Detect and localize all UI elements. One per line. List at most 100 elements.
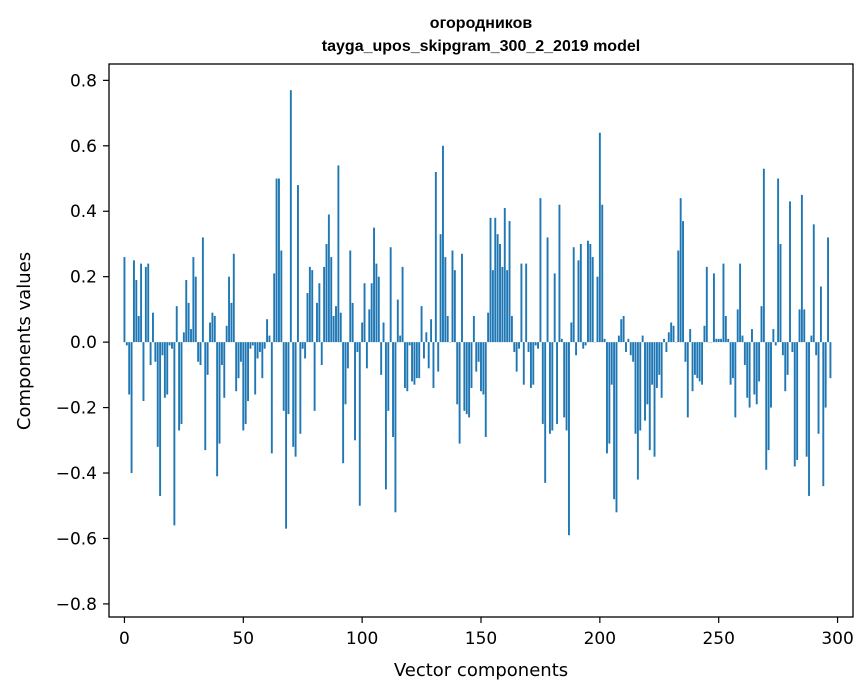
y-tick-label: −0.6: [56, 529, 97, 549]
bar-78: [308, 266, 311, 343]
bar-159: [501, 266, 504, 343]
bar-201: [601, 204, 604, 343]
bar-54: [251, 342, 254, 346]
x-tick-label: 100: [346, 629, 378, 649]
bar-183: [558, 204, 561, 343]
bar-19: [168, 342, 171, 346]
bar-34: [204, 342, 207, 451]
bar-86: [327, 214, 330, 343]
bar-126: [423, 342, 425, 359]
bar-258: [736, 309, 739, 343]
bar-83: [320, 342, 323, 366]
bar-158: [499, 243, 501, 343]
bar-27: [187, 302, 190, 343]
bar-184: [560, 338, 563, 343]
bar-95: [349, 250, 352, 343]
bar-194: [584, 342, 587, 346]
bar-281: [791, 342, 794, 352]
bar-211: [625, 342, 627, 352]
bar-193: [582, 342, 585, 349]
bar-189: [572, 247, 575, 343]
bar-243: [701, 342, 704, 385]
bar-278: [784, 342, 787, 392]
bar-222: [651, 342, 654, 385]
bar-75: [301, 342, 304, 349]
bar-81: [316, 302, 318, 343]
bar-6: [137, 315, 140, 343]
bar-108: [380, 342, 383, 375]
chart-title: огородников: [430, 15, 533, 32]
bar-286: [803, 309, 806, 343]
bar-61: [268, 335, 271, 343]
bar-219: [644, 342, 646, 421]
bar-228: [665, 342, 668, 352]
bar-292: [817, 342, 820, 434]
bar-92: [342, 342, 345, 464]
bar-90: [337, 165, 340, 343]
bar-285: [800, 194, 803, 343]
plot-frame: [108, 63, 854, 618]
bar-88: [332, 315, 335, 343]
bar-224: [655, 342, 658, 388]
bar-220: [646, 342, 649, 405]
bar-50: [242, 342, 245, 431]
bar-259: [739, 263, 742, 343]
bar-212: [627, 338, 630, 343]
bar-290: [812, 224, 815, 343]
bar-28: [190, 329, 192, 343]
bar-272: [770, 342, 772, 408]
bar-261: [743, 342, 746, 366]
bar-24: [180, 342, 183, 424]
bar-208: [617, 335, 620, 343]
bar-43: [225, 325, 228, 343]
x-axis-label: Vector components: [394, 660, 568, 681]
bar-277: [781, 342, 784, 356]
bar-41: [220, 342, 223, 366]
bar-98: [356, 342, 359, 352]
bar-279: [786, 342, 789, 375]
bar-154: [489, 217, 492, 343]
bar-200: [598, 132, 601, 343]
bar-60: [266, 319, 269, 343]
bar-140: [456, 342, 459, 405]
bar-115: [396, 299, 399, 343]
bar-109: [382, 322, 385, 343]
bar-181: [553, 273, 556, 343]
ticks-group: 0 50 100 150 200 250 300 −0.8 −0.6 −0.4 −0.2 0.0 0.2…: [56, 71, 854, 649]
bar-117: [401, 266, 404, 343]
bar-227: [663, 338, 665, 343]
bar-233: [677, 250, 680, 343]
bar-267: [758, 342, 761, 382]
bar-235: [682, 221, 684, 343]
bar-276: [779, 243, 782, 343]
bar-204: [608, 342, 611, 444]
bar-82: [318, 283, 321, 343]
bar-51: [244, 342, 247, 424]
bar-105: [373, 227, 375, 343]
bar-120: [408, 342, 411, 346]
bar-30: [194, 276, 197, 343]
bar-289: [810, 335, 813, 343]
bar-253: [724, 315, 727, 343]
bar-47: [235, 342, 238, 392]
bar-221: [648, 342, 651, 451]
bar-53: [249, 342, 252, 349]
bar-58: [261, 342, 264, 379]
bar-142: [461, 253, 463, 343]
bar-197: [591, 257, 594, 343]
bar-216: [636, 342, 639, 480]
bar-155: [491, 270, 494, 343]
bar-257: [734, 342, 737, 418]
bar-274: [774, 342, 777, 346]
bar-16: [161, 342, 164, 356]
bar-20: [171, 342, 173, 349]
bar-26: [185, 279, 188, 343]
bar-12: [152, 312, 154, 343]
bar-255: [729, 342, 732, 385]
bar-151: [482, 342, 485, 395]
bar-242: [698, 342, 701, 382]
bar-271: [767, 342, 770, 451]
bar-162: [508, 221, 511, 343]
bar-119: [406, 342, 409, 392]
